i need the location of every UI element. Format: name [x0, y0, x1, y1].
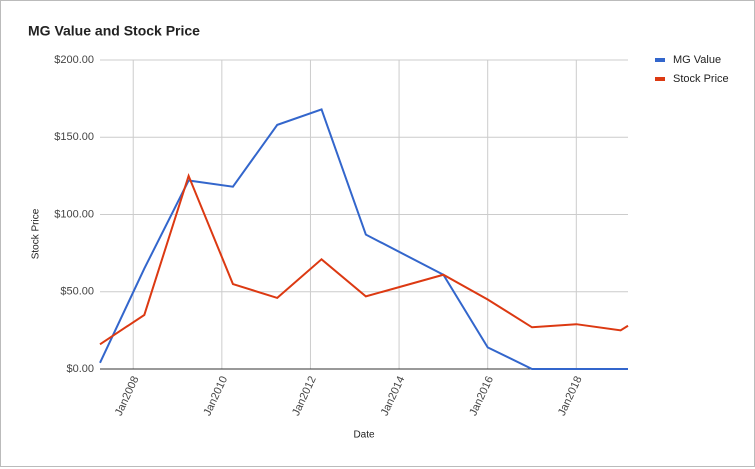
y-tick-label: $150.00 — [54, 131, 94, 143]
y-tick-label: $50.00 — [60, 286, 94, 298]
legend-swatch — [655, 58, 665, 62]
x-axis-label: Date — [353, 430, 375, 441]
legend-swatch — [655, 77, 665, 81]
y-tick-label: $0.00 — [66, 363, 94, 375]
y-axis-label: Stock Price — [31, 208, 42, 259]
y-tick-label: $200.00 — [54, 54, 94, 66]
chart-title: MG Value and Stock Price — [28, 23, 200, 39]
legend-label: Stock Price — [673, 73, 729, 85]
legend-label: MG Value — [673, 54, 721, 66]
data-line — [99, 172, 629, 346]
y-tick-label: $100.00 — [54, 208, 94, 220]
data-line — [99, 108, 628, 370]
